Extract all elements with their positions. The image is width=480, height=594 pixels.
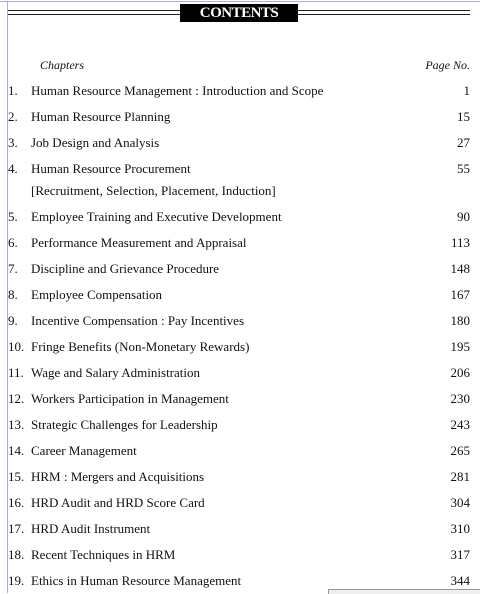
chapter-number: 17. [8,521,25,536]
page-number: 230 [450,391,471,406]
chapter-number: 16. [8,495,25,510]
page-number: 1 [463,83,471,98]
chapter-number: 14. [8,443,25,458]
chapter-number: 19. [8,573,25,588]
chapter-number: 11. [8,365,24,380]
page-number: 148 [450,261,471,276]
column-header: Page No. [425,58,470,72]
left-border [7,1,8,593]
chapter-title: Incentive Compensation : Pay Incentives [31,313,245,328]
page-number: 180 [450,313,471,328]
chapter-number: 13. [8,417,25,432]
chapter-title: HRD Audit and HRD Score Card [31,495,205,510]
page-number: 27 [457,135,470,150]
page-number: 265 [450,443,471,458]
chapter-number: 2. [8,109,18,124]
rule [8,14,180,15]
chapter-title: Human Resource Procurement [31,161,191,176]
chapter-title: HRD Audit Instrument [31,521,151,536]
chapter-subtitle: [Recruitment, Selection, Placement, Indu… [31,183,276,198]
chapter-title: Employee Compensation [31,287,163,302]
chapter-title: Recent Techniques in HRM [31,547,176,562]
chapter-title: Performance Measurement and Appraisal [31,235,247,250]
chapter-number: 8. [8,287,18,302]
chapter-title: Job Design and Analysis [31,135,160,150]
page-number: 113 [450,235,470,250]
rule [298,14,470,15]
footer-box [328,589,480,594]
page-number: 304 [450,495,471,510]
chapter-title: Employee Training and Executive Developm… [31,209,282,224]
chapter-number: 5. [8,209,18,224]
page-number: 243 [450,417,471,432]
chapter-number: 3. [8,135,18,150]
chapter-number: 1. [8,83,18,98]
page-number: 310 [450,521,471,536]
chapter-title: Discipline and Grievance Procedure [31,261,220,276]
chapter-number: 9. [8,313,18,328]
page-number: 317 [450,547,471,562]
column-header: Chapters [40,58,85,72]
chapter-title: Strategic Challenges for Leadership [31,417,218,432]
chapter-number: 4. [8,161,18,176]
chapter-number: 10. [8,339,25,354]
title: CONTENTS [180,4,298,22]
chapter-title: Human Resource Planning [31,109,171,124]
rule [298,10,470,11]
rule [8,10,180,11]
top-border [0,1,480,2]
chapter-title: HRM : Mergers and Acquisitions [31,469,205,484]
chapter-number: 15. [8,469,25,484]
page-number: 90 [457,209,470,224]
chapter-number: 18. [8,547,25,562]
chapter-title: Fringe Benefits (Non-Monetary Rewards) [31,339,250,354]
page-number: 281 [450,469,471,484]
page-number: 167 [450,287,471,302]
page-number: 55 [457,161,470,176]
page-number: 15 [457,109,470,124]
chapter-title: Workers Participation in Management [31,391,229,406]
chapter-number: 7. [8,261,18,276]
page-number: 195 [450,339,471,354]
chapter-title: Human Resource Management : Introduction… [31,83,324,98]
page-number: 206 [450,365,471,380]
chapter-number: 12. [8,391,25,406]
chapter-number: 6. [8,235,18,250]
page-number: 344 [450,573,471,588]
chapter-title: Wage and Salary Administration [31,365,200,380]
chapter-title: Career Management [31,443,137,458]
chapter-title: Ethics in Human Resource Management [31,573,242,588]
